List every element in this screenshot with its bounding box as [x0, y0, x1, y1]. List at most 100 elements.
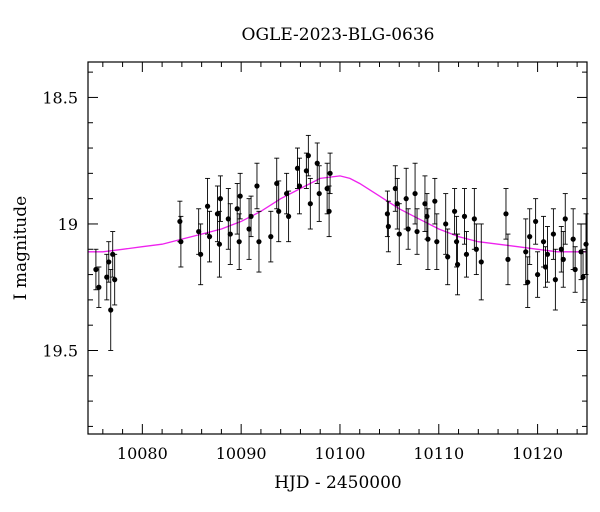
data-point — [425, 208, 431, 270]
point-marker — [570, 236, 576, 242]
point-marker — [405, 226, 411, 232]
point-marker — [463, 251, 470, 257]
data-point — [248, 195, 254, 238]
data-point — [544, 226, 551, 283]
point-marker — [294, 165, 301, 171]
data-point — [473, 223, 479, 276]
data-point — [326, 185, 332, 238]
x-tick-label: 10080 — [117, 444, 168, 463]
point-marker — [580, 274, 586, 280]
point-marker — [234, 206, 240, 212]
data-point — [412, 162, 418, 225]
point-marker — [305, 153, 311, 159]
point-marker — [533, 218, 539, 225]
data-point — [296, 157, 303, 215]
data-point — [217, 175, 224, 222]
data-point — [96, 266, 102, 308]
data-point — [451, 188, 458, 235]
point-marker — [425, 236, 431, 242]
data-point — [478, 223, 484, 301]
data-point — [316, 165, 322, 222]
point-marker — [96, 284, 102, 290]
point-marker — [572, 266, 578, 273]
data-point — [112, 253, 118, 306]
data-point — [285, 190, 292, 243]
data-point — [305, 134, 311, 177]
data-point — [93, 248, 99, 291]
point-marker — [196, 228, 202, 235]
point-marker — [454, 261, 461, 268]
point-marker — [206, 234, 213, 240]
point-marker — [473, 246, 479, 252]
data-point — [443, 193, 449, 255]
data-point — [445, 228, 451, 286]
x-tick-label: 10100 — [315, 444, 366, 463]
point-marker — [268, 234, 274, 240]
data-point — [177, 200, 183, 243]
data-point — [236, 213, 242, 270]
y-tick-label: 19.5 — [42, 341, 78, 360]
data-point — [562, 193, 568, 245]
y-tick-label: 19 — [58, 215, 78, 234]
data-point — [534, 251, 541, 298]
data-point — [234, 183, 240, 235]
point-marker — [93, 266, 99, 273]
point-marker — [204, 203, 211, 209]
point-marker — [403, 196, 409, 202]
point-marker — [453, 239, 460, 245]
point-marker — [558, 246, 564, 252]
point-marker — [216, 241, 223, 247]
point-marker — [112, 277, 118, 283]
point-marker — [461, 213, 468, 219]
data-point — [527, 208, 533, 265]
point-marker — [227, 231, 233, 237]
x-tick-label: 10090 — [216, 444, 267, 463]
point-marker — [326, 208, 332, 214]
point-marker — [451, 208, 458, 214]
point-marker — [478, 259, 484, 265]
data-point — [503, 188, 509, 240]
point-marker — [177, 218, 183, 225]
point-marker — [296, 183, 303, 189]
data-point — [463, 231, 470, 278]
point-marker — [106, 259, 112, 265]
data-point — [461, 188, 468, 245]
point-marker — [327, 170, 333, 176]
point-marker — [246, 226, 252, 232]
point-marker — [303, 168, 309, 174]
point-marker — [316, 190, 322, 197]
point-marker — [384, 211, 390, 217]
data-point — [558, 226, 564, 273]
data-point — [324, 162, 330, 215]
data-point — [303, 152, 309, 189]
chart-title: OGLE-2023-BLG-0636 — [242, 25, 435, 45]
data-point — [274, 157, 280, 210]
data-point — [206, 210, 213, 263]
data-point — [254, 162, 260, 210]
point-marker — [385, 223, 391, 230]
model-layer — [88, 175, 587, 253]
point-marker — [527, 234, 533, 240]
point-marker — [236, 239, 242, 245]
data-point — [572, 246, 578, 293]
point-marker — [424, 213, 430, 219]
data-point — [216, 210, 223, 278]
data-point — [505, 233, 511, 286]
data-point — [414, 208, 420, 255]
point-marker — [523, 249, 529, 255]
point-marker — [248, 213, 254, 219]
point-marker — [560, 256, 566, 262]
data-point — [384, 190, 390, 238]
data-point — [106, 241, 112, 283]
data-point — [204, 177, 211, 235]
data-point — [552, 248, 558, 311]
x-tick-label: 10120 — [512, 444, 563, 463]
data-point — [196, 208, 202, 255]
point-marker — [503, 211, 509, 217]
point-marker — [540, 239, 547, 245]
point-marker — [198, 251, 204, 257]
point-marker — [434, 239, 440, 245]
point-marker — [178, 239, 184, 245]
model-curve — [88, 175, 587, 253]
